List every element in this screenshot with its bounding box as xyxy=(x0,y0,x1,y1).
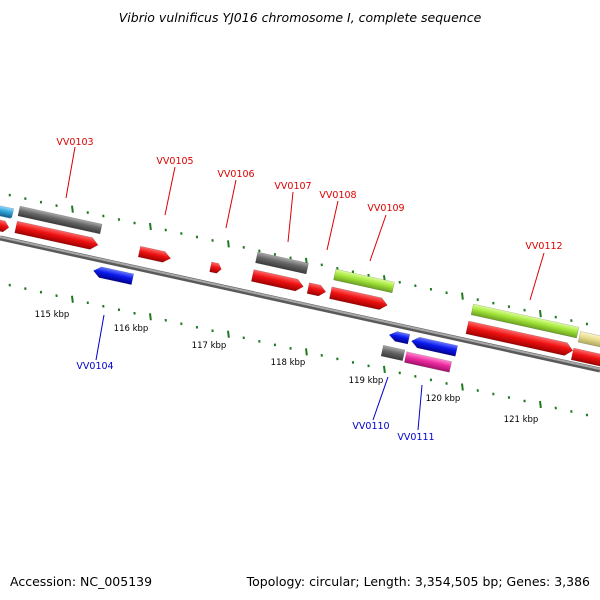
gene-label: VV0112 xyxy=(525,241,562,252)
gene-label: VV0103 xyxy=(56,137,93,148)
kbp-label-115: 115 kbp xyxy=(35,310,70,320)
tick-major xyxy=(461,383,464,391)
tick-major xyxy=(149,222,152,231)
tick-major xyxy=(383,365,386,374)
tick-major xyxy=(227,330,230,338)
gene-label: VV0108 xyxy=(319,190,356,201)
gene-vv0111[interactable]: VV0111 xyxy=(397,384,435,443)
cyan-feature-left[interactable] xyxy=(0,204,15,218)
cds-vv0108[interactable] xyxy=(306,282,327,298)
kbp-label-117: 117 kbp xyxy=(192,341,227,351)
summary-text: Topology: circular; Length: 3,354,505 bp… xyxy=(246,574,590,589)
gene-vv0107[interactable]: VV0107 xyxy=(274,181,312,243)
green-feature-vv0109[interactable] xyxy=(333,268,395,294)
gene-label: VV0109 xyxy=(367,203,404,214)
tick-major xyxy=(461,292,464,300)
inner-tick-track xyxy=(8,283,589,417)
accession-text: Accession: NC_005139 xyxy=(10,574,152,589)
gene-label: VV0111 xyxy=(397,432,434,443)
gene-labels: VV0103 VV0105 VV0106 VV0107 VV0108 VV010… xyxy=(56,137,562,443)
cds-vv0107[interactable] xyxy=(251,269,304,293)
cds-vv0105[interactable] xyxy=(137,245,172,264)
tick-major xyxy=(71,295,74,303)
map-title: Vibrio vulnificus YJ016 chromosome I, co… xyxy=(119,10,482,25)
gray-feature-vv0107[interactable] xyxy=(255,251,309,275)
cds-vv0112[interactable] xyxy=(465,320,574,357)
gene-vv0108[interactable]: VV0108 xyxy=(319,190,357,251)
gray-feature-vv0110[interactable] xyxy=(380,344,406,362)
chromosome-backbone xyxy=(0,235,600,373)
gene-label: VV0105 xyxy=(156,156,193,167)
cds-vv0109[interactable] xyxy=(329,286,388,311)
green-feature-vv0112[interactable] xyxy=(470,303,580,339)
tick-major xyxy=(149,313,152,321)
tick-major xyxy=(227,240,230,248)
tick-major xyxy=(539,400,542,409)
kbp-label-121: 121 kbp xyxy=(504,415,539,425)
cds-vv0103[interactable] xyxy=(14,220,100,251)
gene-label: VV0107 xyxy=(274,181,311,192)
kbp-label-116: 116 kbp xyxy=(114,324,149,334)
gene-label: VV0110 xyxy=(352,421,389,432)
gene-label: VV0104 xyxy=(76,361,113,372)
outer-tick-track xyxy=(8,193,589,326)
pink-feature-vv0111[interactable] xyxy=(404,351,452,373)
gray-feature-vv0103[interactable] xyxy=(17,205,103,235)
kbp-labels: 115 kbp 116 kbp 117 kbp 118 kbp 119 kbp … xyxy=(35,310,539,425)
cds-left-edge[interactable] xyxy=(0,218,10,233)
cds-vv0104[interactable] xyxy=(92,265,135,285)
gene-vv0110[interactable]: VV0110 xyxy=(352,376,390,432)
tick-major xyxy=(71,205,74,213)
tan-feature[interactable] xyxy=(577,331,600,349)
gene-vv0105[interactable]: VV0105 xyxy=(156,156,194,216)
gene-label: VV0106 xyxy=(217,169,254,180)
kbp-label-120: 120 kbp xyxy=(426,394,461,404)
cds-vv0106[interactable] xyxy=(209,261,223,274)
gene-vv0103[interactable]: VV0103 xyxy=(56,137,94,199)
cds-vv0110-small[interactable] xyxy=(388,330,411,345)
kbp-label-118: 118 kbp xyxy=(271,358,306,368)
tick-major xyxy=(539,309,542,318)
gene-vv0112[interactable]: VV0112 xyxy=(525,241,563,301)
kbp-label-119: 119 kbp xyxy=(349,376,384,386)
gene-vv0106[interactable]: VV0106 xyxy=(217,169,255,229)
cds-vv0111[interactable] xyxy=(410,336,458,357)
features xyxy=(0,204,600,373)
gene-vv0109[interactable]: VV0109 xyxy=(367,203,405,262)
tick-major xyxy=(305,348,308,356)
gene-vv0104[interactable]: VV0104 xyxy=(76,314,114,372)
